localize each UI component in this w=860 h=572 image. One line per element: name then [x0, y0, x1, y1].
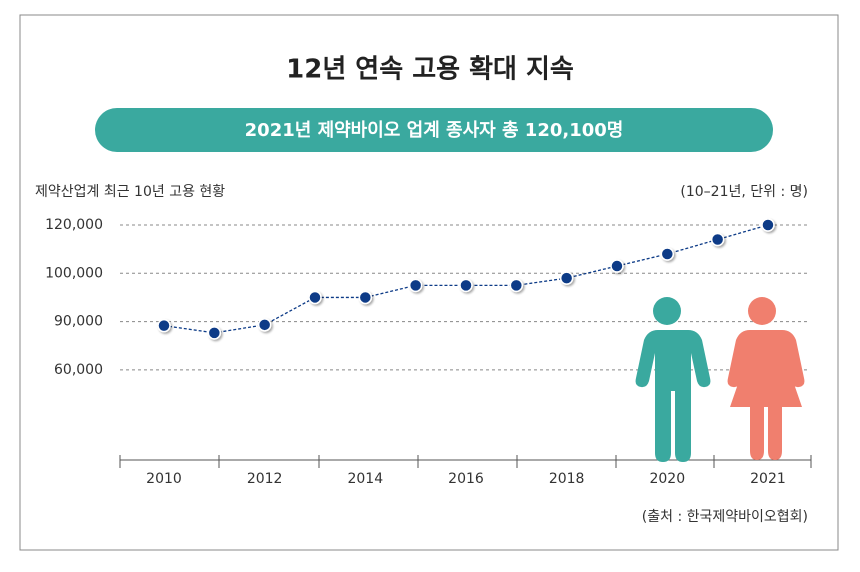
- y-tick-label: 90,000: [54, 314, 103, 330]
- data-point: [559, 271, 574, 285]
- y-axis-title: 제약산업계 최근 10년 고용 현황: [35, 184, 225, 200]
- data-point: [710, 232, 725, 247]
- data-point: [408, 278, 423, 293]
- x-tick-label: 2018: [549, 471, 585, 487]
- data-point: [509, 278, 524, 293]
- banner: [95, 108, 773, 152]
- data-point: [660, 247, 675, 261]
- y-tick-label: 120,000: [45, 217, 103, 233]
- x-tick-label: 2020: [649, 471, 685, 487]
- x-tick-label: 2021: [750, 471, 786, 487]
- data-point: [610, 259, 624, 273]
- data-point: [257, 318, 272, 332]
- data-point: [358, 290, 373, 305]
- data-point: [207, 326, 222, 340]
- data-point: [308, 290, 322, 305]
- frame: [19, 14, 839, 551]
- man-icon: [635, 297, 711, 462]
- woman-icon: [727, 297, 805, 460]
- x-axis: [119, 455, 812, 468]
- data-point: [157, 318, 171, 333]
- y-tick-label: 100,000: [45, 265, 103, 281]
- banner-text: 2021년 제약바이오 업계 종사자 총 120,100명: [245, 119, 624, 141]
- source-note: (출처 : 한국제약바이오협회): [642, 509, 808, 525]
- unit-note: (10–21년, 단위 : 명): [680, 184, 808, 200]
- x-tick-label: 2014: [347, 471, 383, 487]
- data-point: [761, 218, 775, 232]
- y-tick-label: 60,000: [54, 362, 103, 378]
- x-tick-label: 2012: [247, 471, 283, 487]
- x-tick-label: 2016: [448, 471, 484, 487]
- x-tick-label: 2010: [146, 471, 182, 487]
- data-point: [459, 278, 473, 293]
- chart-title: 12년 연속 고용 확대 지속: [286, 55, 574, 85]
